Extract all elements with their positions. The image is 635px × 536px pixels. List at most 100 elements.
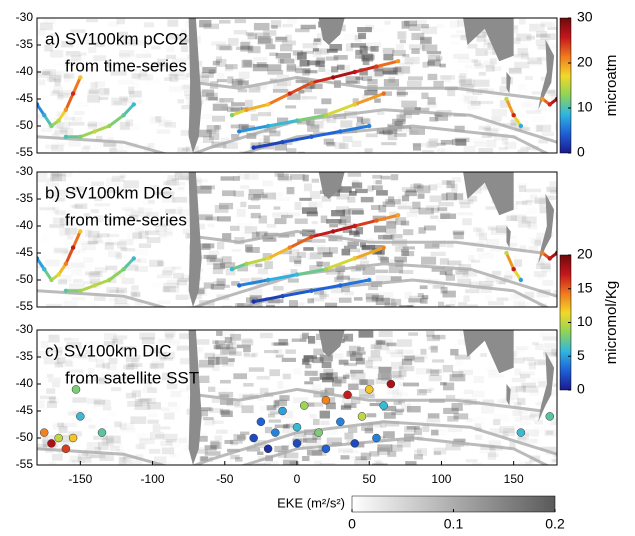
eke-shading	[47, 346, 63, 353]
eke-shading	[102, 132, 113, 137]
track-segment	[288, 81, 313, 96]
eke-shading	[331, 379, 342, 387]
eke-shading	[248, 189, 264, 195]
eke-shading	[149, 259, 163, 267]
eke-shading	[37, 400, 45, 409]
eke-shading	[392, 118, 406, 125]
eke-shading	[378, 204, 387, 213]
track-segment	[353, 246, 386, 260]
eke-shading	[93, 240, 105, 244]
data-dot	[386, 379, 396, 389]
eke-shading	[252, 463, 266, 465]
y-tick-label: -30	[16, 322, 34, 336]
eke-shading	[313, 418, 320, 426]
eke-shading	[482, 43, 494, 48]
eke-shading	[351, 378, 365, 385]
eke-shading	[431, 429, 439, 436]
eke-shading	[153, 62, 161, 66]
eke-shading	[329, 247, 338, 254]
eke-shading	[167, 73, 177, 79]
eke-shading	[221, 410, 233, 418]
eke-shading	[37, 28, 46, 36]
eke-shading	[146, 237, 161, 243]
eke-shading	[178, 437, 188, 444]
eke-shading	[434, 113, 449, 121]
eke-shading	[296, 251, 307, 258]
eke-shading	[486, 239, 500, 246]
eke-shading	[119, 239, 134, 246]
eke-shading	[515, 201, 528, 205]
eke-shading	[244, 244, 253, 252]
eke-shading	[126, 459, 143, 465]
eke-shading	[94, 203, 110, 207]
eke-shading	[409, 207, 420, 213]
eke-shading	[208, 407, 224, 413]
eke-shading	[237, 173, 249, 180]
track-point	[78, 229, 83, 234]
eke-shading	[194, 339, 210, 345]
eke-shading	[527, 223, 538, 230]
track-point	[49, 123, 54, 129]
track-point	[504, 250, 509, 256]
eke-shading	[505, 394, 519, 400]
eke-shading	[132, 232, 142, 239]
eke-shading	[172, 188, 184, 192]
eke-shading	[237, 89, 248, 93]
eke-shading	[348, 426, 358, 433]
track-point	[244, 261, 249, 266]
eke-shading	[329, 44, 343, 51]
eke-shading	[435, 56, 443, 61]
eke-shading	[295, 68, 311, 74]
eke-shading	[425, 205, 440, 211]
x-tick-label: 0	[294, 472, 301, 486]
eke-shading	[348, 208, 364, 215]
eke-shading	[525, 145, 534, 150]
eke-shading	[373, 225, 387, 233]
eke-shading	[255, 463, 272, 465]
eke-shading	[365, 296, 378, 303]
track-segment	[324, 102, 357, 117]
track-segment	[252, 140, 285, 150]
eke-shading	[397, 339, 413, 347]
track-point	[78, 288, 83, 293]
eke-shading	[47, 122, 64, 129]
eke-shading	[404, 56, 420, 65]
panel-frame	[36, 171, 558, 308]
eke-shading	[166, 217, 173, 222]
eke-shading	[325, 372, 338, 380]
eke-shading	[144, 382, 153, 388]
eke-shading	[476, 228, 485, 237]
eke-shading	[52, 206, 59, 214]
eke-shading	[242, 337, 252, 343]
eke-shading	[159, 231, 173, 237]
eke-shading	[231, 102, 245, 107]
eke-shading	[207, 356, 220, 365]
panel-title: from time-series	[65, 56, 187, 75]
eke-shading	[531, 238, 543, 245]
eke-shading	[427, 97, 436, 105]
panel-title: c) SV100km DIC	[45, 341, 172, 360]
eke-shading	[427, 413, 440, 419]
eke-shading	[105, 242, 119, 246]
eke-shading	[438, 201, 454, 207]
data-dot	[97, 428, 107, 437]
eke-shading	[266, 223, 277, 228]
eke-shading	[481, 406, 495, 414]
eke-shading	[58, 143, 67, 146]
eke-shading	[319, 410, 330, 419]
eke-shading	[531, 342, 539, 346]
colorbar	[559, 17, 572, 154]
eke-shading	[460, 83, 474, 89]
eke-shading	[95, 364, 106, 368]
track-segment	[266, 273, 299, 282]
data-dot	[292, 422, 302, 432]
eke-shading	[420, 297, 428, 304]
eke-shading	[409, 127, 426, 135]
eke-shading	[273, 400, 280, 408]
eke-shading	[49, 461, 56, 465]
eke-shading	[119, 422, 135, 430]
eke-shading	[477, 32, 487, 38]
eke-shading	[143, 22, 155, 28]
eke-shading	[376, 252, 385, 258]
eke-shading	[467, 304, 478, 307]
